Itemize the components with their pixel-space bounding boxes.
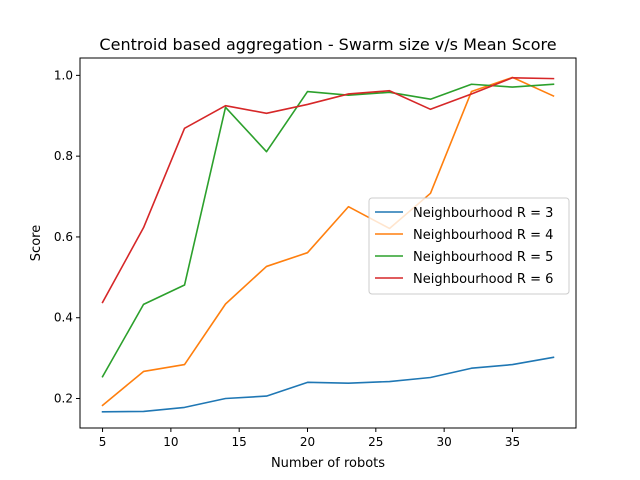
x-tick-label: 15 [232,435,247,449]
series-line-r4 [101,76,555,407]
x-tick-label: 25 [368,435,383,449]
legend-box [368,197,570,295]
x-tick-label: 10 [163,435,178,449]
legend-label: Neighbourhood R = 3 [413,206,553,221]
y-tick-label: 0.6 [54,230,73,244]
legend-label: Neighbourhood R = 5 [413,250,553,265]
y-tick-label: 0.8 [54,149,73,163]
chart-title: Centroid based aggregation - Swarm size … [99,35,556,54]
x-tick-label: 5 [99,435,107,449]
legend-label: Neighbourhood R = 6 [413,272,553,287]
legend-label: Neighbourhood R = 4 [413,228,553,243]
axes-frame [79,57,577,429]
x-axis-label: Number of robots [271,456,385,471]
y-tick-label: 0.4 [54,311,73,325]
legend: Neighbourhood R = 3 Neighbourhood R = 4 Ne… [368,197,570,295]
series-line-r5 [101,83,555,378]
series-line-r3 [101,356,555,413]
x-tick-label: 35 [505,435,520,449]
y-tick-label: 1.0 [54,68,73,82]
x-tick-label: 30 [437,435,452,449]
y-axis-label: Score [29,225,44,261]
plot-area: 5 10 15 20 25 30 35 0.2 0.4 0.6 0.8 1.0 [54,68,555,449]
series-line-r6 [101,76,555,304]
x-tick-label: 20 [300,435,315,449]
y-tick-label: 0.2 [54,392,73,406]
